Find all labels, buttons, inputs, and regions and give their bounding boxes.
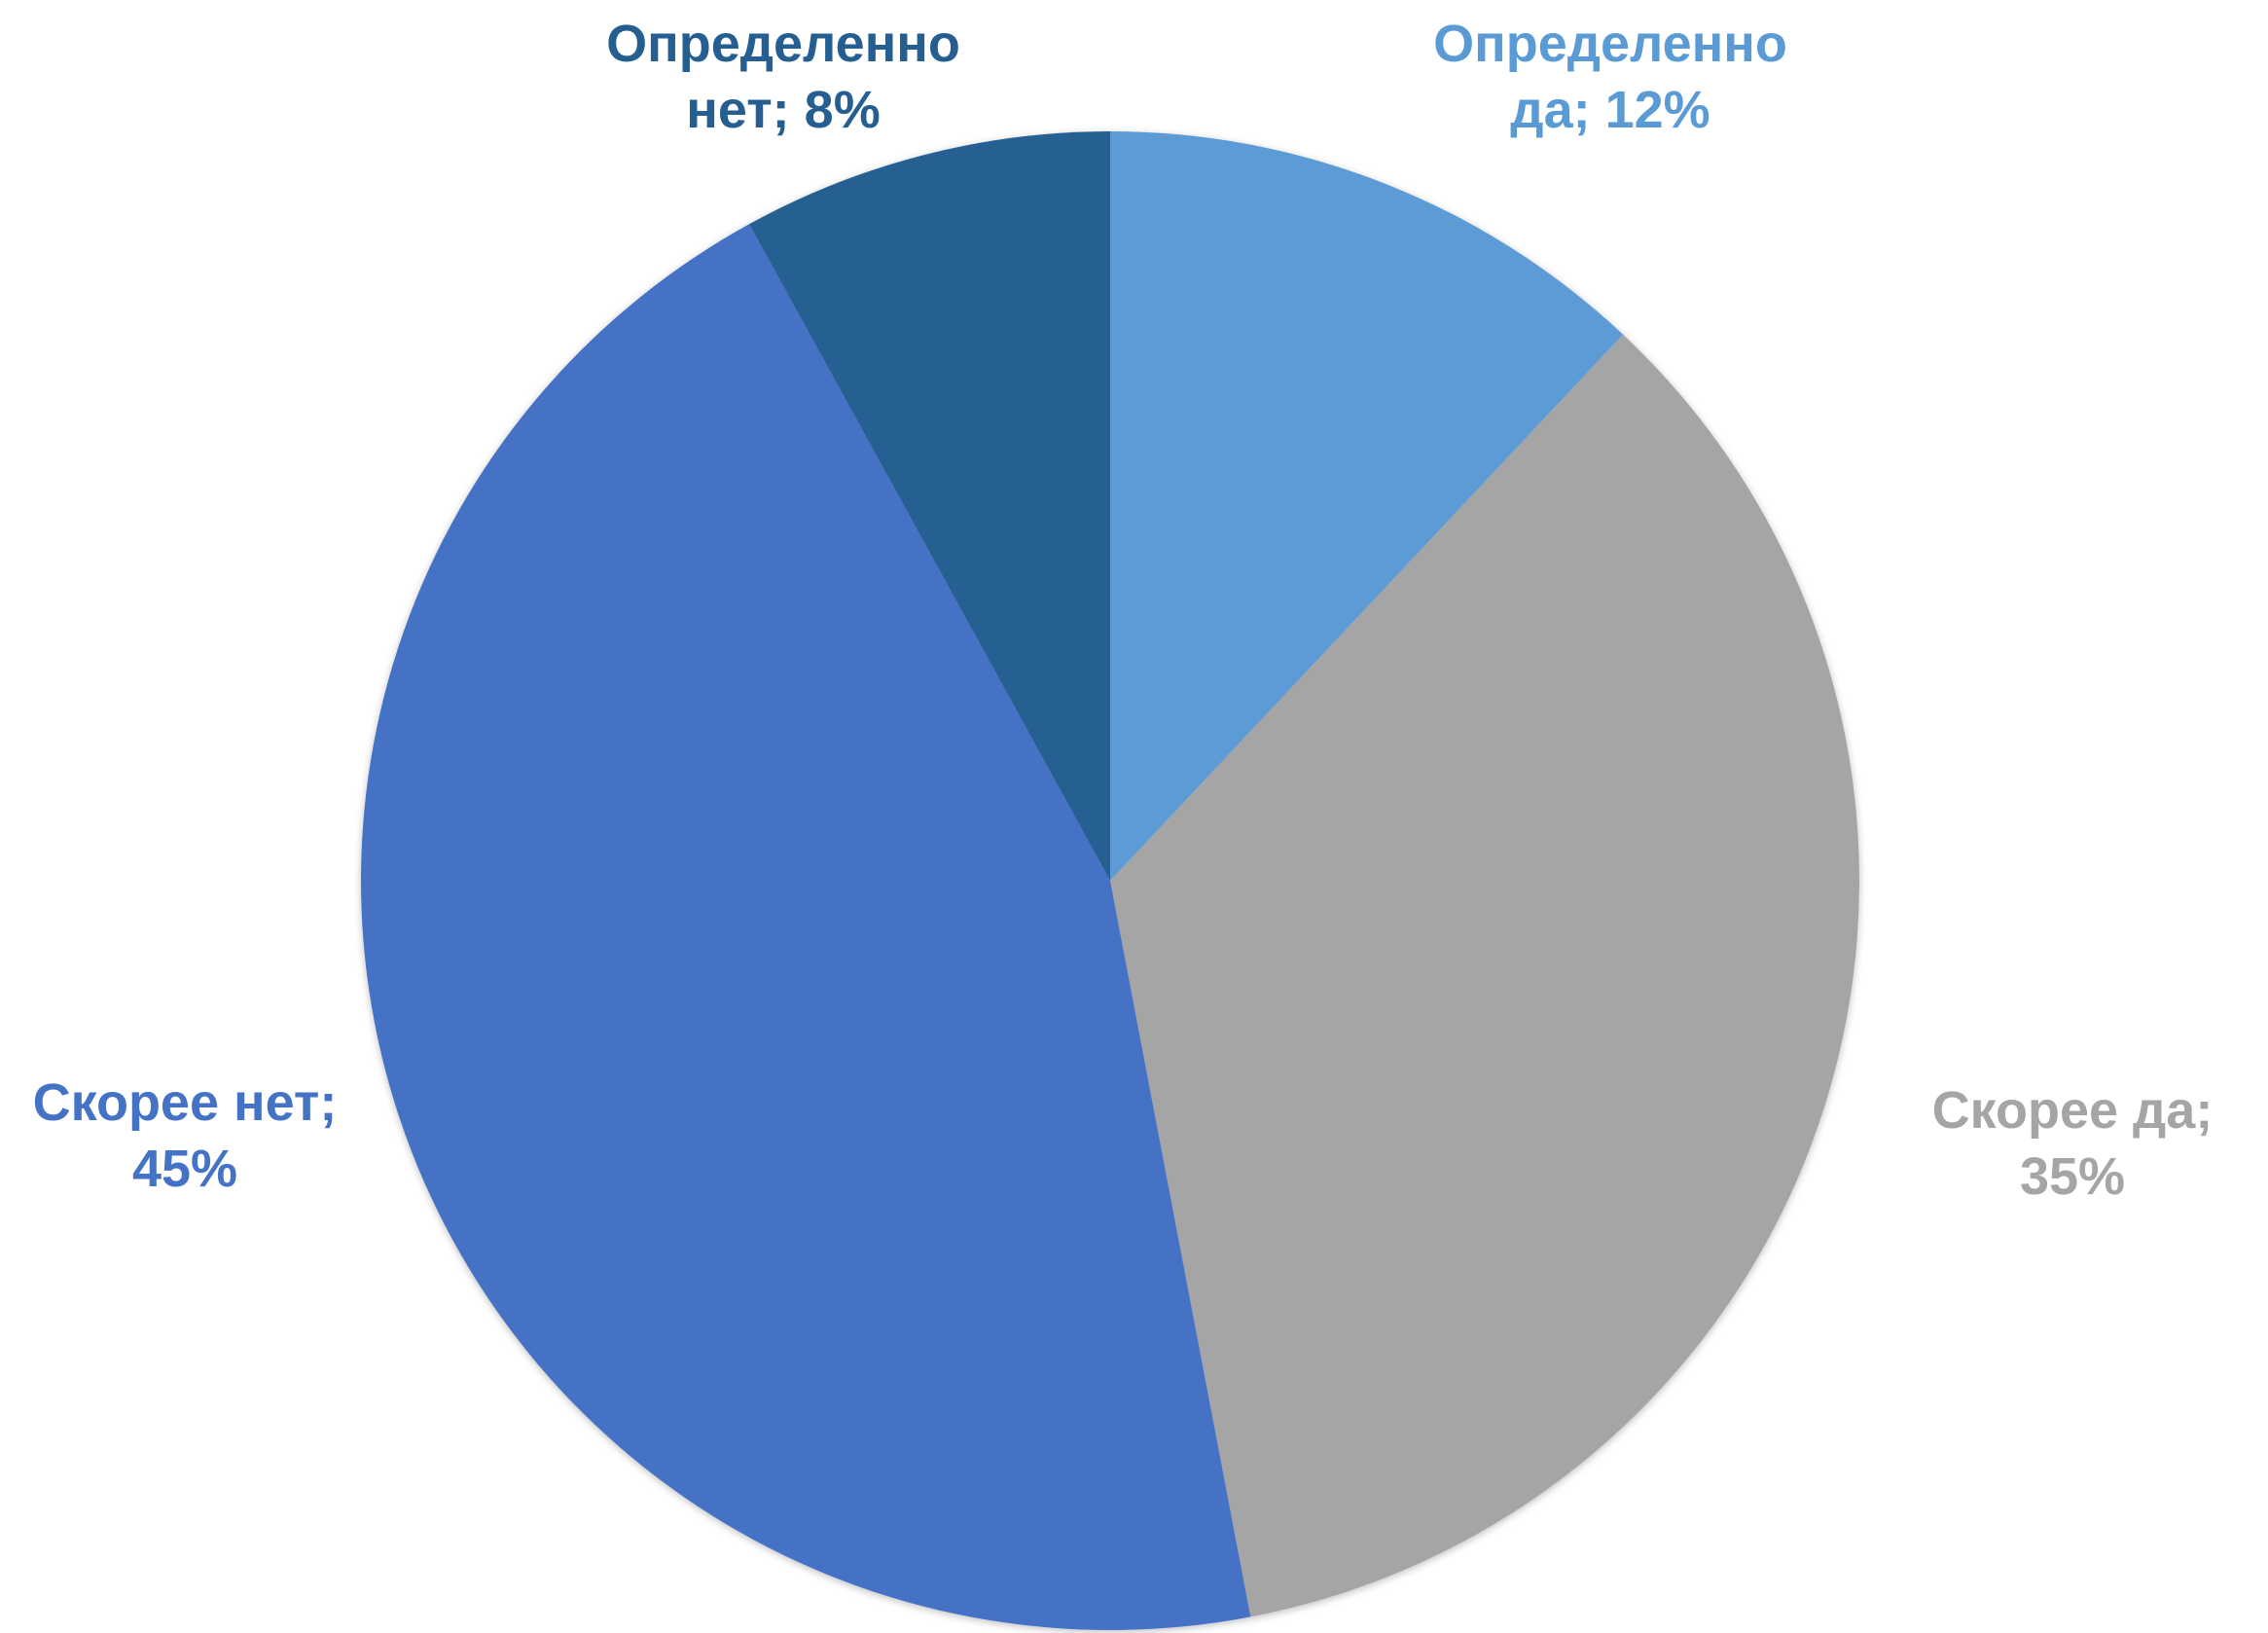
label-value: 12% [1604, 80, 1710, 139]
pie-slice [1110, 131, 1624, 881]
label-category: Определенно да [1433, 15, 1787, 139]
data-label: Определенно нет; 8% [589, 12, 978, 143]
label-category: Определенно нет [606, 15, 960, 139]
label-separator: ; [1572, 80, 1605, 139]
data-label: Скорее нет; 45% [0, 1071, 375, 1202]
data-label: Определенно да; 12% [1416, 12, 1805, 143]
label-category: Скорее да [1931, 1081, 2196, 1140]
pie-slice [361, 224, 1251, 1630]
label-separator: ; [772, 80, 805, 139]
label-separator: ; [2195, 1081, 2214, 1140]
data-label: Скорее да; 35% [1897, 1078, 2248, 1210]
label-value: 8% [804, 80, 881, 139]
label-category: Скорее нет [32, 1073, 320, 1132]
pie-slice [749, 131, 1110, 881]
label-value: 35% [2019, 1146, 2126, 1206]
slices [361, 131, 1859, 1630]
pie-slice [1110, 334, 1859, 1617]
label-separator: ; [319, 1073, 338, 1132]
label-value: 45% [131, 1139, 238, 1198]
